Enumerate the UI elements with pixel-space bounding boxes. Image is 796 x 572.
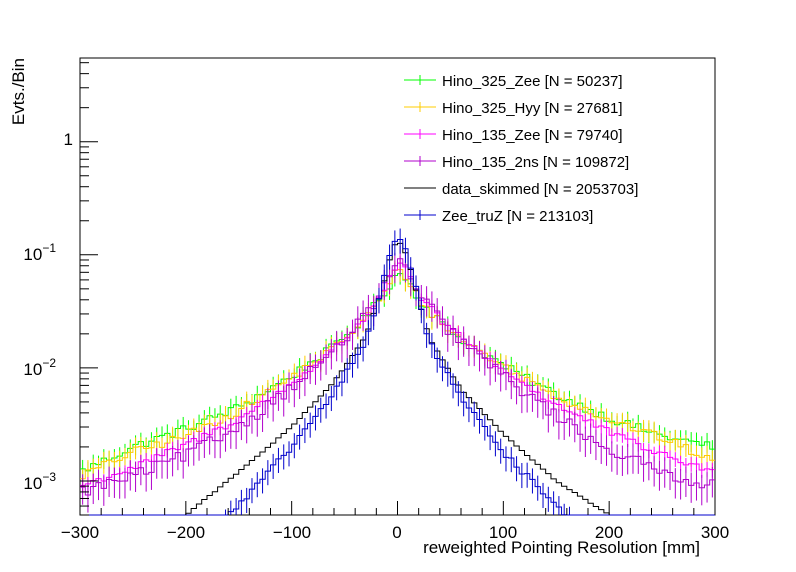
x-tick-labels: −300 −200 −100 0 100 200 300 xyxy=(61,523,729,542)
x-tick-label: 0 xyxy=(392,523,401,542)
legend-label: data_skimmed [N = 2053703] xyxy=(442,181,638,198)
series-line xyxy=(80,258,715,496)
series-5 xyxy=(80,228,715,516)
legend-entry: Hino_135_2ns [N = 109872] xyxy=(404,154,629,171)
series-line xyxy=(80,242,715,516)
axis-layer xyxy=(79,62,716,516)
legend-entry: data_skimmed [N = 2053703] xyxy=(404,181,638,198)
x-axis-title: reweighted Pointing Resolution [mm] xyxy=(423,538,700,557)
x-tick-label: −300 xyxy=(61,523,99,542)
series-4 xyxy=(80,242,715,516)
series-3 xyxy=(80,245,715,513)
y-tick-label: 10−3 xyxy=(23,470,56,493)
x-tick-label: 100 xyxy=(489,523,517,542)
x-tick-label: 200 xyxy=(595,523,623,542)
legend-label: Hino_135_Zee [N = 79740] xyxy=(442,127,623,144)
legend-label: Zee_truZ [N = 213103] xyxy=(442,208,593,225)
y-axis-title: Evts./Bin xyxy=(9,58,28,125)
legend-label: Hino_325_Hyy [N = 27681] xyxy=(442,100,623,117)
series-line xyxy=(80,273,715,472)
y-tick-label: 10−2 xyxy=(23,356,56,379)
series-line xyxy=(80,239,715,516)
legend-label: Hino_325_Zee [N = 50237] xyxy=(442,73,623,90)
legend-entry: Hino_325_Zee [N = 50237] xyxy=(404,73,623,90)
y-tick-labels: 1 10−1 10−2 10−3 xyxy=(23,130,73,493)
series-line xyxy=(80,262,715,486)
legend: Hino_325_Zee [N = 50237] Hino_325_Hyy [N… xyxy=(404,73,638,225)
legend-entry: Hino_135_Zee [N = 79740] xyxy=(404,127,623,144)
x-tick-label: 300 xyxy=(701,523,729,542)
x-tick-label: −100 xyxy=(273,523,311,542)
legend-label: Hino_135_2ns [N = 109872] xyxy=(442,154,629,171)
series-line xyxy=(80,269,715,480)
y-tick-label: 10−1 xyxy=(23,241,56,264)
legend-entry: Hino_325_Hyy [N = 27681] xyxy=(404,100,623,117)
y-tick-label: 1 xyxy=(64,130,73,149)
x-tick-label: −200 xyxy=(167,523,205,542)
series-layer xyxy=(80,228,715,516)
legend-entry: Zee_truZ [N = 213103] xyxy=(404,208,593,225)
